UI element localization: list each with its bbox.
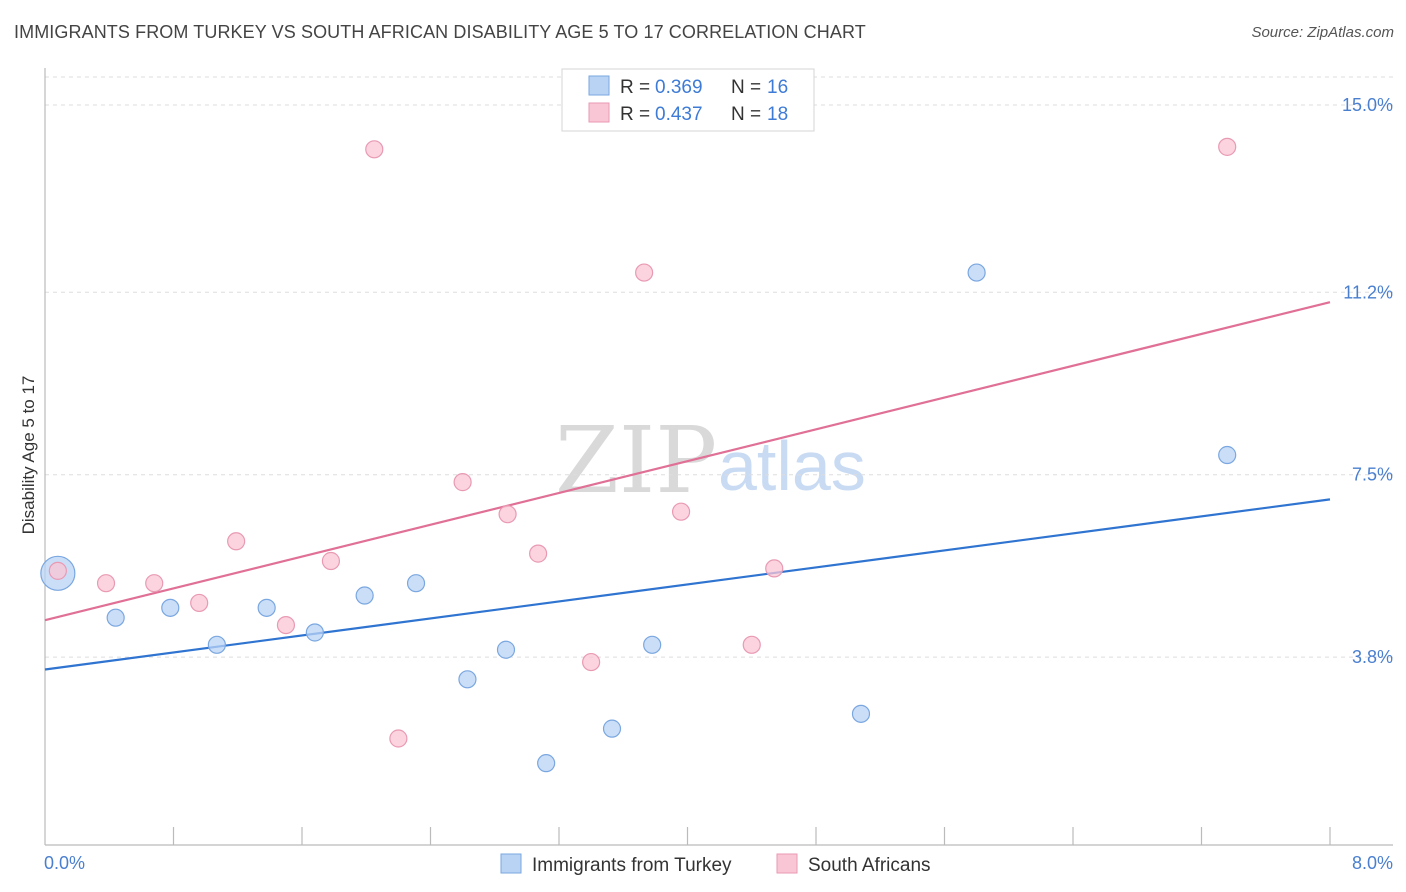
data-point-blue[interactable] — [602, 719, 622, 738]
data-point-pink[interactable] — [765, 559, 784, 578]
legend-n-value-1: 16 — [767, 77, 788, 98]
y-tick-label: 7.5% — [1352, 465, 1393, 485]
legend-r-value-2: 0.437 — [655, 104, 703, 125]
y-tick-label: 3.8% — [1352, 647, 1393, 667]
data-point-pink[interactable] — [742, 635, 761, 654]
y-axis-label: Disability Age 5 to 17 — [19, 376, 38, 535]
legend-swatch-blue — [588, 75, 610, 96]
series-legend-label-south-africans: South Africans — [808, 855, 931, 876]
data-point-blue[interactable] — [967, 263, 986, 282]
x-tick-marks — [172, 827, 1331, 845]
data-point-blue[interactable] — [207, 635, 226, 654]
data-point-blue[interactable] — [257, 598, 276, 617]
legend-r-label-2: R = — [620, 104, 650, 125]
legend-r-label-1: R = — [620, 77, 650, 98]
data-point-blue[interactable] — [643, 635, 662, 654]
legend-r-value-1: 0.369 — [655, 77, 703, 98]
data-point-pink[interactable] — [321, 551, 341, 571]
y-tick-labels: 3.8% 7.5% 11.2% 15.0% — [1342, 95, 1393, 667]
data-point-pink[interactable] — [276, 616, 296, 635]
series-legend-swatch-turkey — [500, 853, 522, 874]
chart-title: IMMIGRANTS FROM TURKEY VS SOUTH AFRICAN … — [14, 22, 866, 42]
data-point-pink[interactable] — [453, 473, 472, 492]
data-point-pink[interactable] — [389, 729, 408, 748]
legend-swatch-pink — [588, 102, 610, 123]
data-point-pink[interactable] — [227, 532, 246, 551]
data-point-blue[interactable] — [305, 623, 324, 642]
data-point-pink[interactable] — [96, 574, 116, 593]
data-point-blue[interactable] — [161, 598, 180, 617]
series-legend-label-turkey: Immigrants from Turkey — [532, 855, 732, 876]
data-point-pink[interactable] — [48, 561, 67, 580]
legend-n-label-1: N = — [731, 77, 761, 98]
data-point-pink[interactable] — [529, 544, 548, 563]
data-point-pink[interactable] — [671, 502, 691, 521]
trend-line-pink — [44, 301, 1331, 622]
data-point-blue[interactable] — [355, 586, 374, 605]
data-point-blue[interactable] — [537, 754, 556, 773]
data-point-pink[interactable] — [145, 574, 164, 593]
series-legend: Immigrants from Turkey South Africans — [500, 853, 931, 876]
data-points — [40, 137, 1237, 773]
series-legend-swatch-south-africans — [776, 853, 798, 874]
stats-legend: R = 0.369 N = 16 R = 0.437 N = 18 — [561, 68, 815, 132]
data-point-pink[interactable] — [635, 263, 654, 282]
data-point-pink[interactable] — [498, 505, 517, 524]
data-point-pink[interactable] — [190, 593, 209, 613]
x-tick-label-min: 0.0% — [44, 853, 85, 873]
legend-n-label-2: N = — [731, 104, 761, 125]
data-point-pink[interactable] — [582, 652, 601, 672]
data-point-pink[interactable] — [365, 140, 384, 159]
data-point-blue[interactable] — [406, 574, 426, 593]
trend-line-blue — [44, 498, 1331, 671]
data-point-blue[interactable] — [458, 670, 477, 689]
legend-n-value-2: 18 — [767, 104, 788, 125]
source-note: Source: ZipAtlas.com — [1251, 24, 1394, 41]
trend-lines — [44, 301, 1331, 671]
watermark-atlas: atlas — [718, 427, 866, 505]
y-tick-label: 11.2% — [1343, 282, 1393, 302]
x-tick-label-max: 8.0% — [1352, 853, 1393, 873]
data-point-blue[interactable] — [106, 608, 125, 627]
data-point-blue[interactable] — [851, 704, 871, 723]
data-point-blue[interactable] — [1218, 445, 1237, 465]
data-point-blue[interactable] — [496, 640, 516, 659]
data-point-pink[interactable] — [1218, 137, 1237, 156]
y-tick-label: 15.0% — [1342, 95, 1393, 115]
